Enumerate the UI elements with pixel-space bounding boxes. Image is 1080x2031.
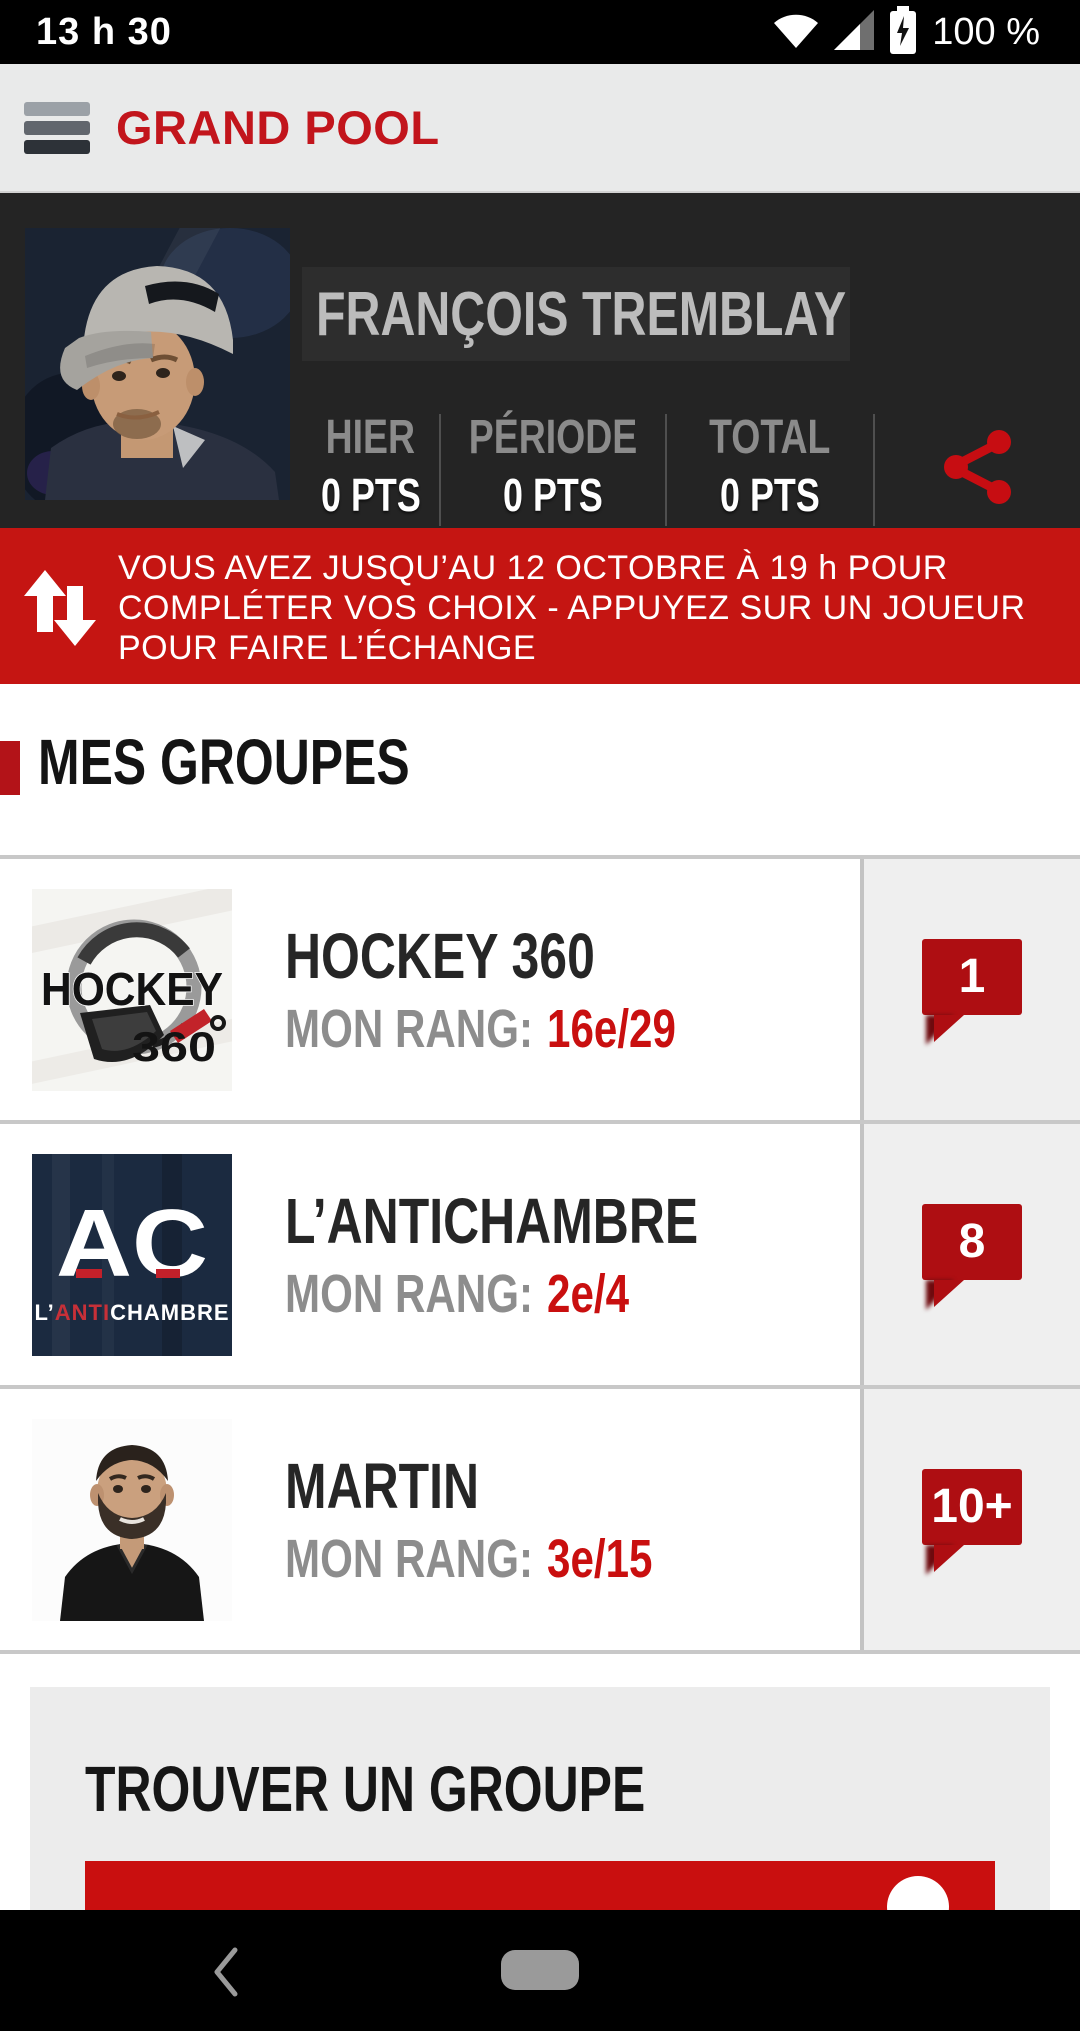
back-button[interactable]	[208, 1944, 244, 2005]
deadline-banner: VOUS AVEZ JUSQU’AU 12 OCTOBRE À 19 h POU…	[0, 528, 1080, 684]
notification-badge: 8	[922, 1203, 1022, 1307]
group-name: MARTIN	[285, 1449, 480, 1522]
deadline-banner-text: VOUS AVEZ JUSQU’AU 12 OCTOBRE À 19 h POU…	[118, 528, 1026, 684]
stats-row: HIER 0 PTS PÉRIODE 0 PTS TOTAL 0 PTS	[302, 414, 1080, 526]
app-header: GRAND POOL	[0, 64, 1080, 193]
notification-cell: 1	[860, 859, 1080, 1120]
stat-value: 0 PTS	[320, 469, 421, 521]
menu-icon[interactable]	[24, 101, 90, 154]
user-name: FRANÇOIS TREMBLAY	[316, 279, 847, 349]
stat-total: TOTAL 0 PTS	[667, 414, 875, 526]
stat-value: 0 PTS	[720, 469, 820, 521]
cellular-signal-icon	[834, 9, 875, 55]
martin-photo	[32, 1418, 232, 1621]
page-title: GRAND POOL	[116, 101, 440, 154]
stat-yesterday: HIER 0 PTS	[302, 414, 441, 526]
group-row-martin[interactable]: MARTIN MON RANG: 3e/15 10+	[0, 1389, 1080, 1654]
rank-value: 16e/29	[547, 998, 676, 1059]
notification-badge: 1	[922, 938, 1022, 1042]
share-button[interactable]	[875, 414, 1080, 526]
my-groups-header: MES GROUPES	[0, 684, 1080, 855]
antichambre-logo-text: AC	[56, 1190, 208, 1297]
stat-label: PÉRIODE	[468, 411, 638, 464]
share-icon	[943, 430, 1011, 504]
hockey-360-logo-sub: 360	[132, 1023, 216, 1070]
rank-label: MON RANG:	[285, 998, 534, 1059]
group-row-hockey-360[interactable]: HOCKEY 360 HOCKEY 360 MON RANG: 16e/29 1	[0, 859, 1080, 1124]
user-name-box: FRANÇOIS TREMBLAY	[302, 267, 850, 361]
clock: 13 h 30	[36, 10, 172, 53]
my-groups-title: MES GROUPES	[38, 726, 410, 798]
status-icons: 100 %	[772, 5, 1040, 59]
hockey-360-logo: HOCKEY 360	[32, 888, 232, 1091]
group-name: HOCKEY 360	[285, 919, 595, 992]
stat-label: HIER	[325, 411, 416, 464]
stat-label: TOTAL	[709, 411, 831, 464]
profile-info: FRANÇOIS TREMBLAY HIER 0 PTS PÉRIODE 0 P…	[302, 228, 1080, 528]
rank-value: 2e/4	[547, 1263, 630, 1324]
section-accent-bar	[0, 741, 20, 795]
back-chevron-icon	[214, 1947, 238, 1997]
banner-line: COMPLÉTER VOS CHOIX - APPUYEZ SUR UN JOU…	[118, 589, 1026, 627]
find-group-title: TROUVER UN GROUPE	[85, 1753, 646, 1825]
android-nav-bar	[0, 1910, 1080, 2031]
group-row-antichambre[interactable]: AC L’ANTICHAMBRE L’ANTICHAMBRE MON RANG:…	[0, 1124, 1080, 1389]
rank-label: MON RANG:	[285, 1263, 534, 1324]
group-name: L’ANTICHAMBRE	[285, 1184, 699, 1257]
groups-list: HOCKEY 360 HOCKEY 360 MON RANG: 16e/29 1 …	[0, 855, 1080, 1654]
hockey-360-logo-text: HOCKEY	[41, 963, 223, 1015]
user-photo	[25, 228, 290, 500]
banner-line: POUR FAIRE L’ÉCHANGE	[118, 629, 537, 667]
status-bar: 13 h 30 100 %	[0, 0, 1080, 64]
wifi-icon	[772, 10, 820, 55]
battery-charging-icon	[888, 5, 918, 59]
antichambre-logo-caption: L’ANTICHAMBRE	[34, 1300, 229, 1325]
profile-section: FRANÇOIS TREMBLAY HIER 0 PTS PÉRIODE 0 P…	[0, 193, 1080, 528]
notification-badge: 10+	[922, 1468, 1022, 1572]
stat-value: 0 PTS	[503, 469, 603, 521]
rank-value: 3e/15	[547, 1528, 653, 1589]
notification-cell: 10+	[860, 1389, 1080, 1650]
notification-cell: 8	[860, 1124, 1080, 1385]
home-pill-button[interactable]	[501, 1950, 579, 1990]
rank-label: MON RANG:	[285, 1528, 534, 1589]
antichambre-logo: AC L’ANTICHAMBRE	[32, 1153, 232, 1356]
transfer-arrows-icon	[0, 528, 118, 684]
banner-line: VOUS AVEZ JUSQU’AU 12 OCTOBRE À 19 h POU…	[118, 549, 948, 587]
stat-period: PÉRIODE 0 PTS	[441, 414, 667, 526]
battery-percent: 100 %	[932, 10, 1040, 53]
